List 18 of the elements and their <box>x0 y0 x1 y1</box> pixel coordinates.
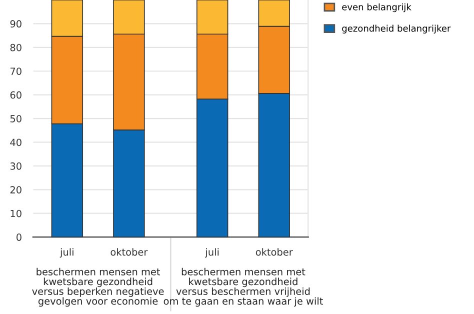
y-tick-label: 80 <box>10 44 22 52</box>
y-tick-label: 90 <box>10 20 22 28</box>
y-tick-label: 20 <box>10 186 22 194</box>
text: beschermen mensen met kwetsbare gezondheid versus beperken negatieve gevolgen voor economie <box>32 268 164 307</box>
y-tick-label: 50 <box>10 115 22 122</box>
legend-label: gezondheid belangrijker <box>342 24 451 34</box>
text: beschermen mensen met kwetsbare gezondheid versus beschermen vrijheid om te gaan en staan waar je wilt <box>164 268 323 307</box>
y-tick-label: 60 <box>10 91 22 99</box>
x-tick-label: oktober <box>110 248 148 256</box>
x-tick-label: juli <box>60 248 74 258</box>
x-tick-label: oktober <box>256 248 293 256</box>
y-tick-label: 30 <box>10 162 22 170</box>
y-tick-label: 40 <box>10 138 22 146</box>
x-tick-label: juli <box>205 248 219 258</box>
y-tick-label: 0 <box>16 234 22 241</box>
y-tick-label: 70 <box>10 68 22 75</box>
legend-label: even belangrijk <box>342 3 412 12</box>
y-tick-label: 10 <box>10 210 22 218</box>
